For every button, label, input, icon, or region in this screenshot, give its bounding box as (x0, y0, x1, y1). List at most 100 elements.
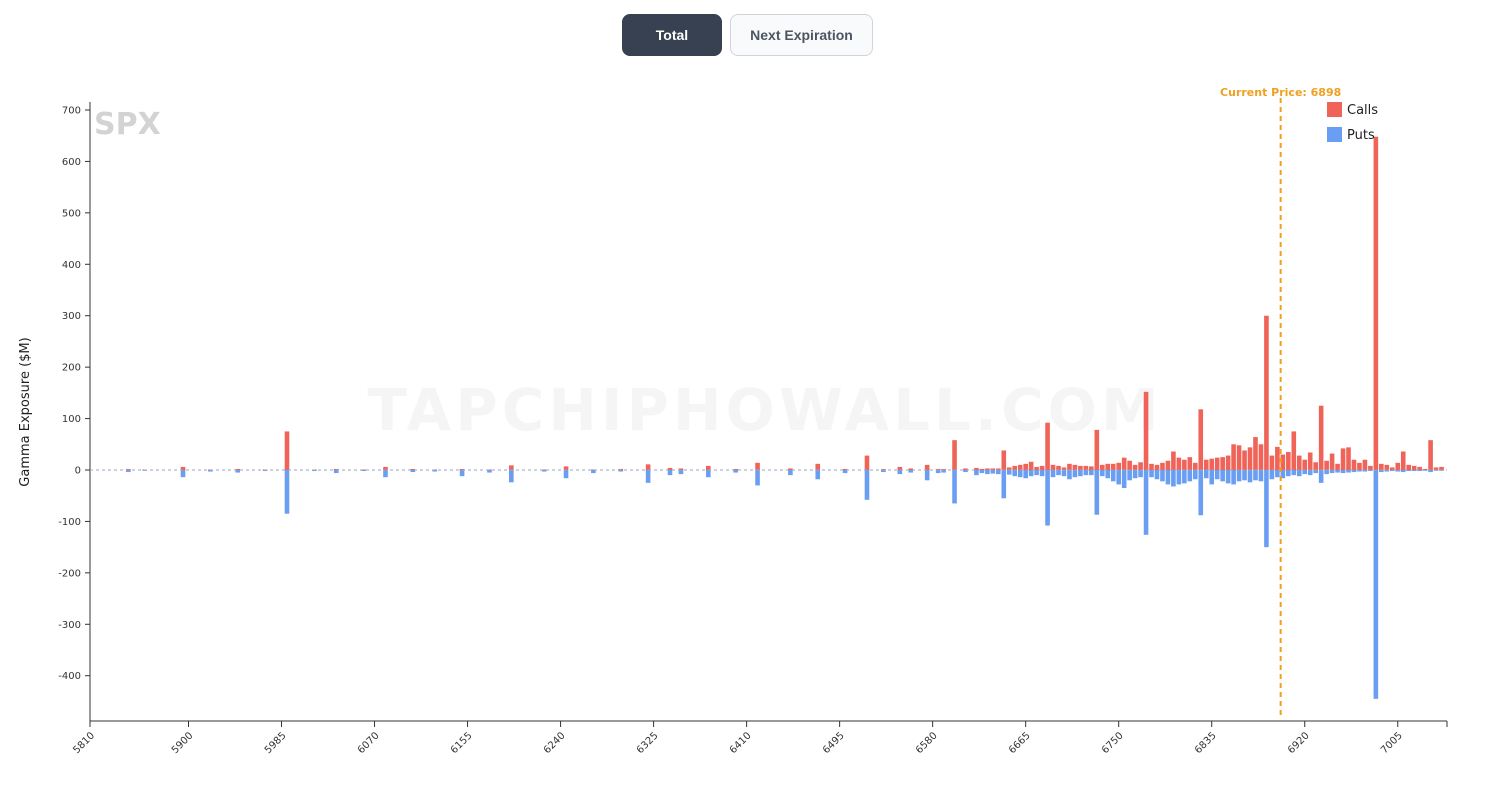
x-tick-label: 5985 (263, 730, 289, 756)
puts-bar (1006, 470, 1012, 475)
calls-bar (1028, 461, 1034, 470)
puts-bar (864, 470, 870, 500)
calls-bar (645, 464, 651, 470)
next-expiration-button[interactable]: Next Expiration (730, 14, 873, 56)
calls-bar (1176, 457, 1182, 470)
puts-bar (1231, 470, 1236, 485)
calls-bar (1209, 458, 1215, 470)
puts-bar (1324, 470, 1329, 475)
calls-bar (963, 468, 968, 470)
puts-bar (1203, 470, 1209, 479)
calls-bar (1006, 467, 1012, 470)
calls-bar (1231, 444, 1236, 470)
calls-bar (618, 468, 624, 470)
puts-bar (333, 470, 339, 474)
puts-bar (1083, 470, 1089, 476)
puts-bar (1099, 470, 1105, 477)
y-tick-label: 200 (62, 363, 81, 374)
calls-bar (733, 468, 738, 470)
calls-bar (1121, 457, 1127, 470)
puts-bar (1121, 470, 1127, 488)
puts-bar (788, 470, 793, 476)
x-tick-label: 6070 (356, 730, 382, 756)
chart-symbol-label: SPX (94, 107, 161, 142)
puts-bar (1023, 470, 1028, 479)
puts-bar (459, 470, 465, 477)
calls-bar (1406, 464, 1411, 470)
total-button[interactable]: Total (622, 14, 722, 56)
puts-bar (985, 470, 990, 475)
legend-calls-label: Calls (1347, 103, 1378, 118)
calls-bar (1154, 464, 1160, 470)
x-tick-label: 6665 (1007, 730, 1033, 756)
puts-bar (645, 470, 651, 483)
calls-bar (1067, 463, 1072, 470)
calls-bar (1056, 465, 1061, 470)
puts-bar (1329, 470, 1335, 474)
puts-bar (990, 470, 996, 474)
calls-bar (864, 455, 870, 470)
x-axis: 5810 5900 5985 6070 6155 6240 6325 6410 6495 6580… (71, 720, 1448, 756)
puts-bar (1318, 470, 1324, 483)
puts-bar (1089, 470, 1094, 476)
calls-bar (1225, 455, 1231, 470)
puts-bar (1078, 470, 1083, 477)
calls-bar (1389, 467, 1395, 470)
puts-bar (1236, 470, 1242, 482)
puts-bar (1061, 470, 1067, 477)
puts-bar (1056, 470, 1061, 476)
calls-bar (1329, 453, 1335, 470)
puts-bar (1242, 470, 1247, 481)
puts-bar (1182, 470, 1187, 484)
puts-bar (1411, 470, 1417, 472)
calls-bar (908, 468, 914, 470)
calls-bar (1373, 136, 1379, 470)
calls-bar (563, 466, 569, 470)
puts-bar (1034, 470, 1039, 476)
y-tick-label: 700 (62, 106, 81, 117)
puts-bar (618, 470, 624, 472)
legend: Calls Puts (1327, 102, 1378, 143)
calls-bar (1264, 315, 1269, 470)
calls-bar (1149, 463, 1154, 470)
x-tick-label: 6240 (542, 730, 568, 756)
y-tick-label: -100 (58, 517, 81, 528)
calls-bar (1291, 431, 1297, 470)
calls-bar (1307, 452, 1313, 470)
puts-bar (1001, 470, 1007, 499)
puts-bar (1017, 470, 1023, 478)
calls-bar (1182, 459, 1187, 470)
puts-bar (180, 470, 186, 478)
calls-bar (1242, 450, 1247, 470)
puts-bar (881, 470, 886, 473)
puts-bar (1417, 470, 1422, 472)
puts-bar (733, 470, 738, 473)
puts-bar (383, 470, 388, 478)
calls-bar (1269, 455, 1275, 470)
calls-bar (1411, 465, 1417, 470)
puts-bar (941, 470, 946, 473)
puts-bar (996, 470, 1001, 475)
puts-bar (235, 470, 241, 473)
puts-bar (1094, 470, 1100, 515)
puts-bar (974, 470, 979, 476)
y-axis: 700 600 500 400 300 200 100 0 -100 -200 -300 -400 (58, 102, 91, 721)
calls-bar (974, 467, 979, 470)
calls-bar (897, 466, 903, 470)
calls-bar (1127, 460, 1132, 470)
calls-bar (1187, 457, 1193, 470)
calls-bar (1258, 444, 1264, 470)
puts-bar (126, 470, 131, 473)
calls-bar (1045, 422, 1050, 470)
x-tick-label: 6325 (635, 730, 661, 756)
puts-bar (1045, 470, 1050, 526)
puts-bar (1340, 470, 1346, 474)
puts-bar (1072, 470, 1078, 478)
calls-bar (842, 468, 848, 470)
puts-bar (1050, 470, 1056, 478)
puts-bar (1110, 470, 1116, 482)
calls-bar (1050, 464, 1056, 470)
calls-bar (235, 468, 241, 470)
y-tick-label: 400 (62, 260, 81, 271)
